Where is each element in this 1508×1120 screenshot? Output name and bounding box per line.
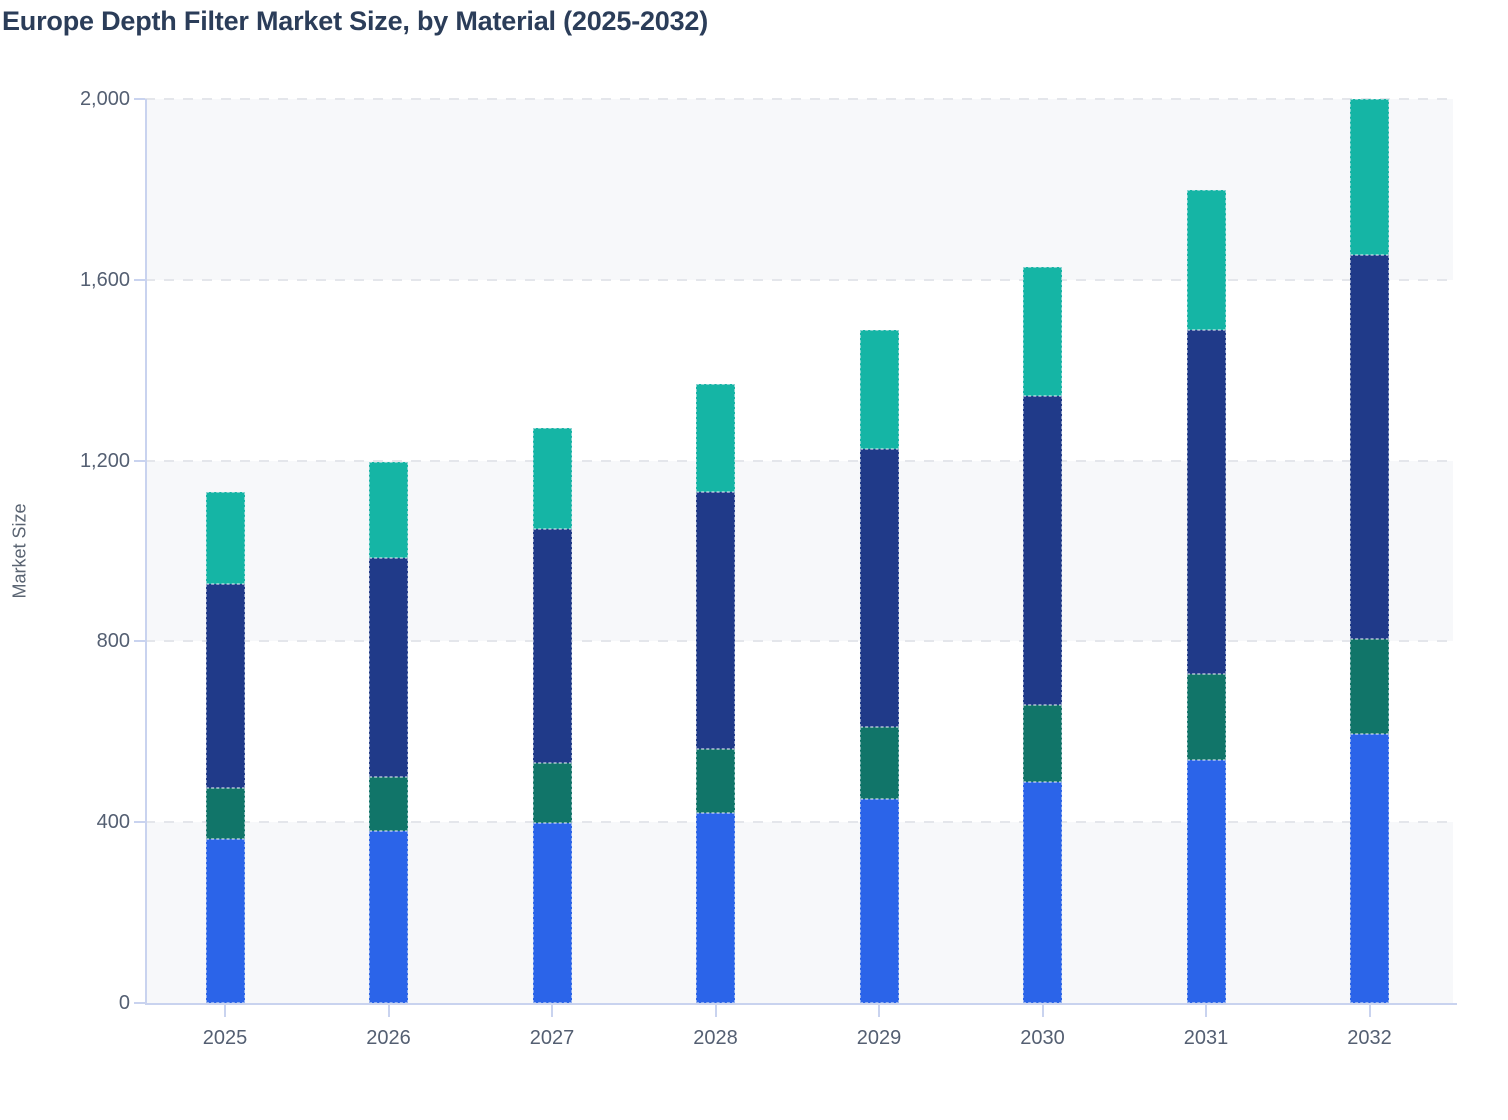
- gridline: [145, 821, 1453, 824]
- x-tick-mark: [1368, 1004, 1371, 1017]
- gridline: [145, 640, 1453, 643]
- plot-band: [145, 99, 1453, 280]
- plot-band: [145, 641, 1453, 823]
- x-tick-label: 2028: [693, 1027, 738, 1049]
- bar-segment-bottom-segment-blue: [1350, 734, 1389, 1003]
- bar-segment-third-segment-navy: [1350, 254, 1389, 640]
- y-tick-mark: [134, 821, 145, 824]
- y-tick-label: 1,200: [79, 449, 130, 472]
- bar-segment-top-segment-teal: [532, 428, 572, 530]
- x-tick-mark: [387, 1004, 390, 1017]
- x-tick-mark: [551, 1004, 553, 1017]
- y-tick-mark: [134, 98, 145, 100]
- chart-title: Europe Depth Filter Market Size, by Mate…: [2, 6, 709, 36]
- plot-band: [145, 460, 1453, 642]
- x-tick-mark: [714, 1004, 717, 1017]
- bar-segment-third-segment-navy: [859, 449, 899, 728]
- y-tick-mark: [134, 459, 145, 462]
- x-tick-label: 2025: [202, 1027, 248, 1049]
- bar-segment-bottom-segment-blue: [1023, 781, 1062, 1003]
- y-tick-label: 0: [118, 992, 130, 1014]
- gridline: [145, 98, 1453, 100]
- bar-segment-second-segment-dark-teal: [859, 727, 899, 799]
- plot-band: [145, 822, 1453, 1003]
- gridline: [145, 278, 1453, 281]
- bar-segment-third-segment-navy: [1023, 396, 1062, 705]
- y-tick-mark: [134, 1002, 145, 1004]
- y-axis-line: [145, 99, 147, 1005]
- bar-segment-top-segment-teal: [859, 330, 899, 450]
- bar-segment-top-segment-teal: [205, 492, 245, 584]
- gridline: [145, 459, 1453, 462]
- y-axis-title: Market Size: [9, 503, 30, 599]
- x-tick-label: 2029: [856, 1027, 902, 1049]
- bar-segment-third-segment-navy: [1186, 330, 1226, 675]
- x-tick-mark: [1041, 1004, 1044, 1017]
- x-tick-label: 2026: [366, 1027, 411, 1049]
- x-tick-label: 2032: [1347, 1027, 1392, 1049]
- bar-segment-second-segment-dark-teal: [1023, 704, 1062, 782]
- x-axis-line: [145, 1003, 1457, 1005]
- bar-segment-second-segment-dark-teal: [1350, 639, 1389, 735]
- y-tick-label: 800: [96, 630, 130, 653]
- bar-segment-bottom-segment-blue: [532, 823, 572, 1003]
- x-tick-label: 2027: [529, 1027, 575, 1049]
- bar-segment-bottom-segment-blue: [1186, 760, 1226, 1003]
- plot-area: [145, 98, 1453, 1003]
- bar-segment-second-segment-dark-teal: [1186, 674, 1226, 761]
- x-tick-mark: [224, 1004, 226, 1017]
- bar-segment-top-segment-teal: [1023, 267, 1062, 397]
- bar-segment-third-segment-navy: [696, 492, 735, 749]
- bar-segment-second-segment-dark-teal: [696, 748, 735, 814]
- bar-segment-top-segment-teal: [369, 461, 408, 559]
- y-tick-label: 1,600: [79, 268, 130, 291]
- x-tick-mark: [878, 1004, 880, 1017]
- bar-segment-second-segment-dark-teal: [369, 777, 408, 832]
- x-tick-mark: [1205, 1004, 1207, 1017]
- bar-segment-bottom-segment-blue: [859, 798, 899, 1003]
- bar-segment-bottom-segment-blue: [205, 839, 245, 1003]
- plot-band: [145, 279, 1453, 461]
- bar-segment-top-segment-teal: [696, 383, 735, 493]
- y-tick-mark: [134, 640, 145, 643]
- x-tick-label: 2031: [1183, 1027, 1229, 1049]
- y-tick-label: 400: [96, 811, 130, 834]
- bar-segment-third-segment-navy: [532, 529, 572, 764]
- bar-segment-bottom-segment-blue: [696, 813, 735, 1003]
- x-tick-label: 2030: [1020, 1027, 1065, 1049]
- bar-segment-top-segment-teal: [1350, 99, 1389, 255]
- bar-segment-third-segment-navy: [369, 558, 408, 777]
- bar-segment-second-segment-dark-teal: [205, 787, 245, 840]
- bar-segment-bottom-segment-blue: [369, 831, 408, 1003]
- bar-segment-third-segment-navy: [205, 583, 245, 788]
- bar-segment-second-segment-dark-teal: [532, 763, 572, 824]
- y-tick-label: 2,000: [79, 88, 130, 110]
- bar-segment-top-segment-teal: [1186, 190, 1226, 331]
- y-tick-mark: [134, 278, 145, 281]
